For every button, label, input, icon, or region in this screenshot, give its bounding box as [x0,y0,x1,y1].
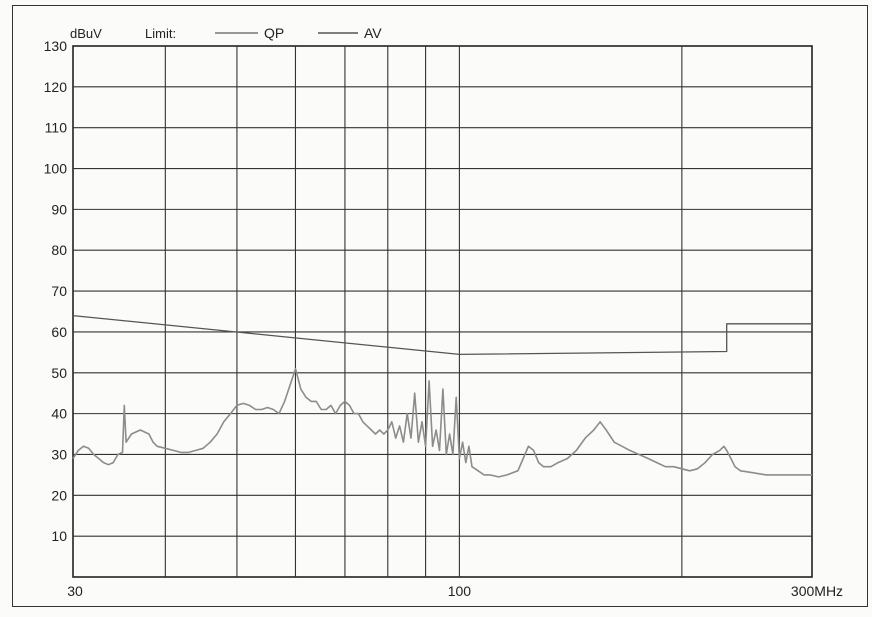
y-tick-label: 50 [51,365,67,381]
y-tick-label: 130 [44,38,68,54]
y-tick-label: 20 [51,487,67,503]
series-layer [72,314,812,478]
y-tick-label: 40 [51,406,67,422]
legend-title: Limit: [145,26,176,41]
y-tick-label: 90 [51,201,67,217]
grid-layer [72,45,813,578]
plot-frame [72,45,813,578]
y-tick-label: 70 [51,283,67,299]
y-axis-unit-label: dBuV [70,26,102,41]
y-tick-label: 120 [44,79,68,95]
y-tick-label: 100 [44,161,68,177]
y-tick-label: 60 [51,324,67,340]
x-tick-label: 100 [448,583,472,599]
measurement-trace [72,367,812,478]
qp-limit-line [72,314,812,356]
label-layer: 130 120 110 100 90 80 70 60 50 40 30 20 10 30 100 300MH… [44,25,843,599]
x-tick-label: 300MHz [791,583,843,599]
legend-label: AV [364,25,382,41]
y-tick-label: 110 [45,120,68,136]
legend-label: QP [264,25,284,41]
y-tick-label: 80 [51,242,67,258]
x-tick-label: 30 [67,583,83,599]
y-tick-label: 30 [51,446,67,462]
outer-frame [12,5,868,607]
y-tick-label: 10 [51,528,67,544]
